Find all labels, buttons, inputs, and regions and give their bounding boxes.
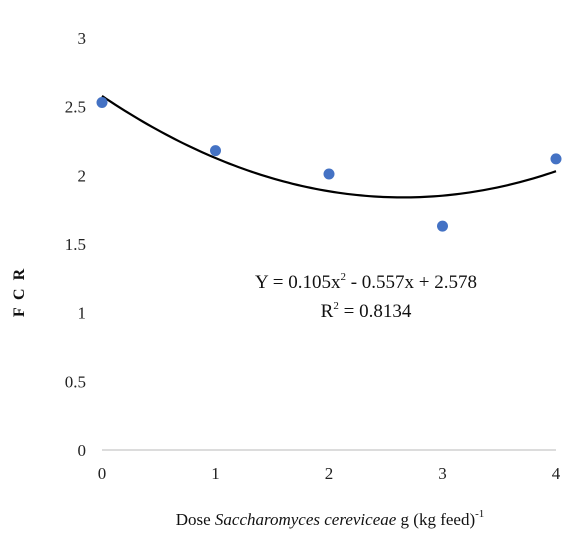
data-point — [210, 145, 221, 157]
x-tick-label: 1 — [211, 464, 220, 483]
r-squared-exponent: 2 — [333, 300, 339, 312]
y-tick-label: 3 — [78, 29, 87, 48]
r-squared-prefix: R — [321, 301, 334, 322]
x-axis-ticks: 0 1 2 3 4 — [98, 464, 561, 483]
equation-suffix: - 0.557x + 2.578 — [346, 272, 477, 293]
y-tick-label: 2 — [78, 166, 87, 185]
data-point — [96, 97, 108, 109]
x-tick-label: 0 — [98, 464, 107, 483]
data-point — [550, 153, 562, 165]
polynomial-trendline — [101, 95, 557, 199]
y-tick-label: 2.5 — [65, 98, 86, 117]
y-axis-title: F C R — [11, 267, 28, 317]
trendline-equation: Y = 0.105x2 - 0.557x + 2.578 — [255, 271, 477, 293]
data-points — [96, 97, 562, 232]
x-tick-label: 4 — [552, 464, 561, 483]
x-axis-title-species: Saccharomyces cereviceae — [215, 510, 397, 529]
x-tick-label: 3 — [438, 464, 447, 483]
equation-exponent: 2 — [340, 271, 346, 283]
x-axis-title: Dose Saccharomyces cereviceae g (kg feed… — [176, 508, 485, 529]
r-squared-suffix: = 0.8134 — [339, 301, 412, 322]
equation-prefix: Y = 0.105x — [255, 272, 341, 293]
r-squared: R2 = 0.8134 — [321, 300, 412, 322]
y-tick-label: 1 — [78, 304, 87, 323]
y-tick-label: 0.5 — [65, 372, 86, 391]
x-axis-title-exponent: -1 — [475, 508, 484, 520]
x-axis-title-suffix: g (kg feed) — [396, 510, 475, 529]
y-axis-ticks: 0 0.5 1 1.5 2 2.5 3 — [65, 29, 86, 460]
data-point — [323, 168, 335, 180]
x-axis-title-prefix: Dose — [176, 510, 215, 529]
y-tick-label: 1.5 — [65, 235, 86, 254]
x-tick-label: 2 — [325, 464, 334, 483]
y-tick-label: 0 — [78, 441, 87, 460]
data-point — [437, 220, 448, 232]
